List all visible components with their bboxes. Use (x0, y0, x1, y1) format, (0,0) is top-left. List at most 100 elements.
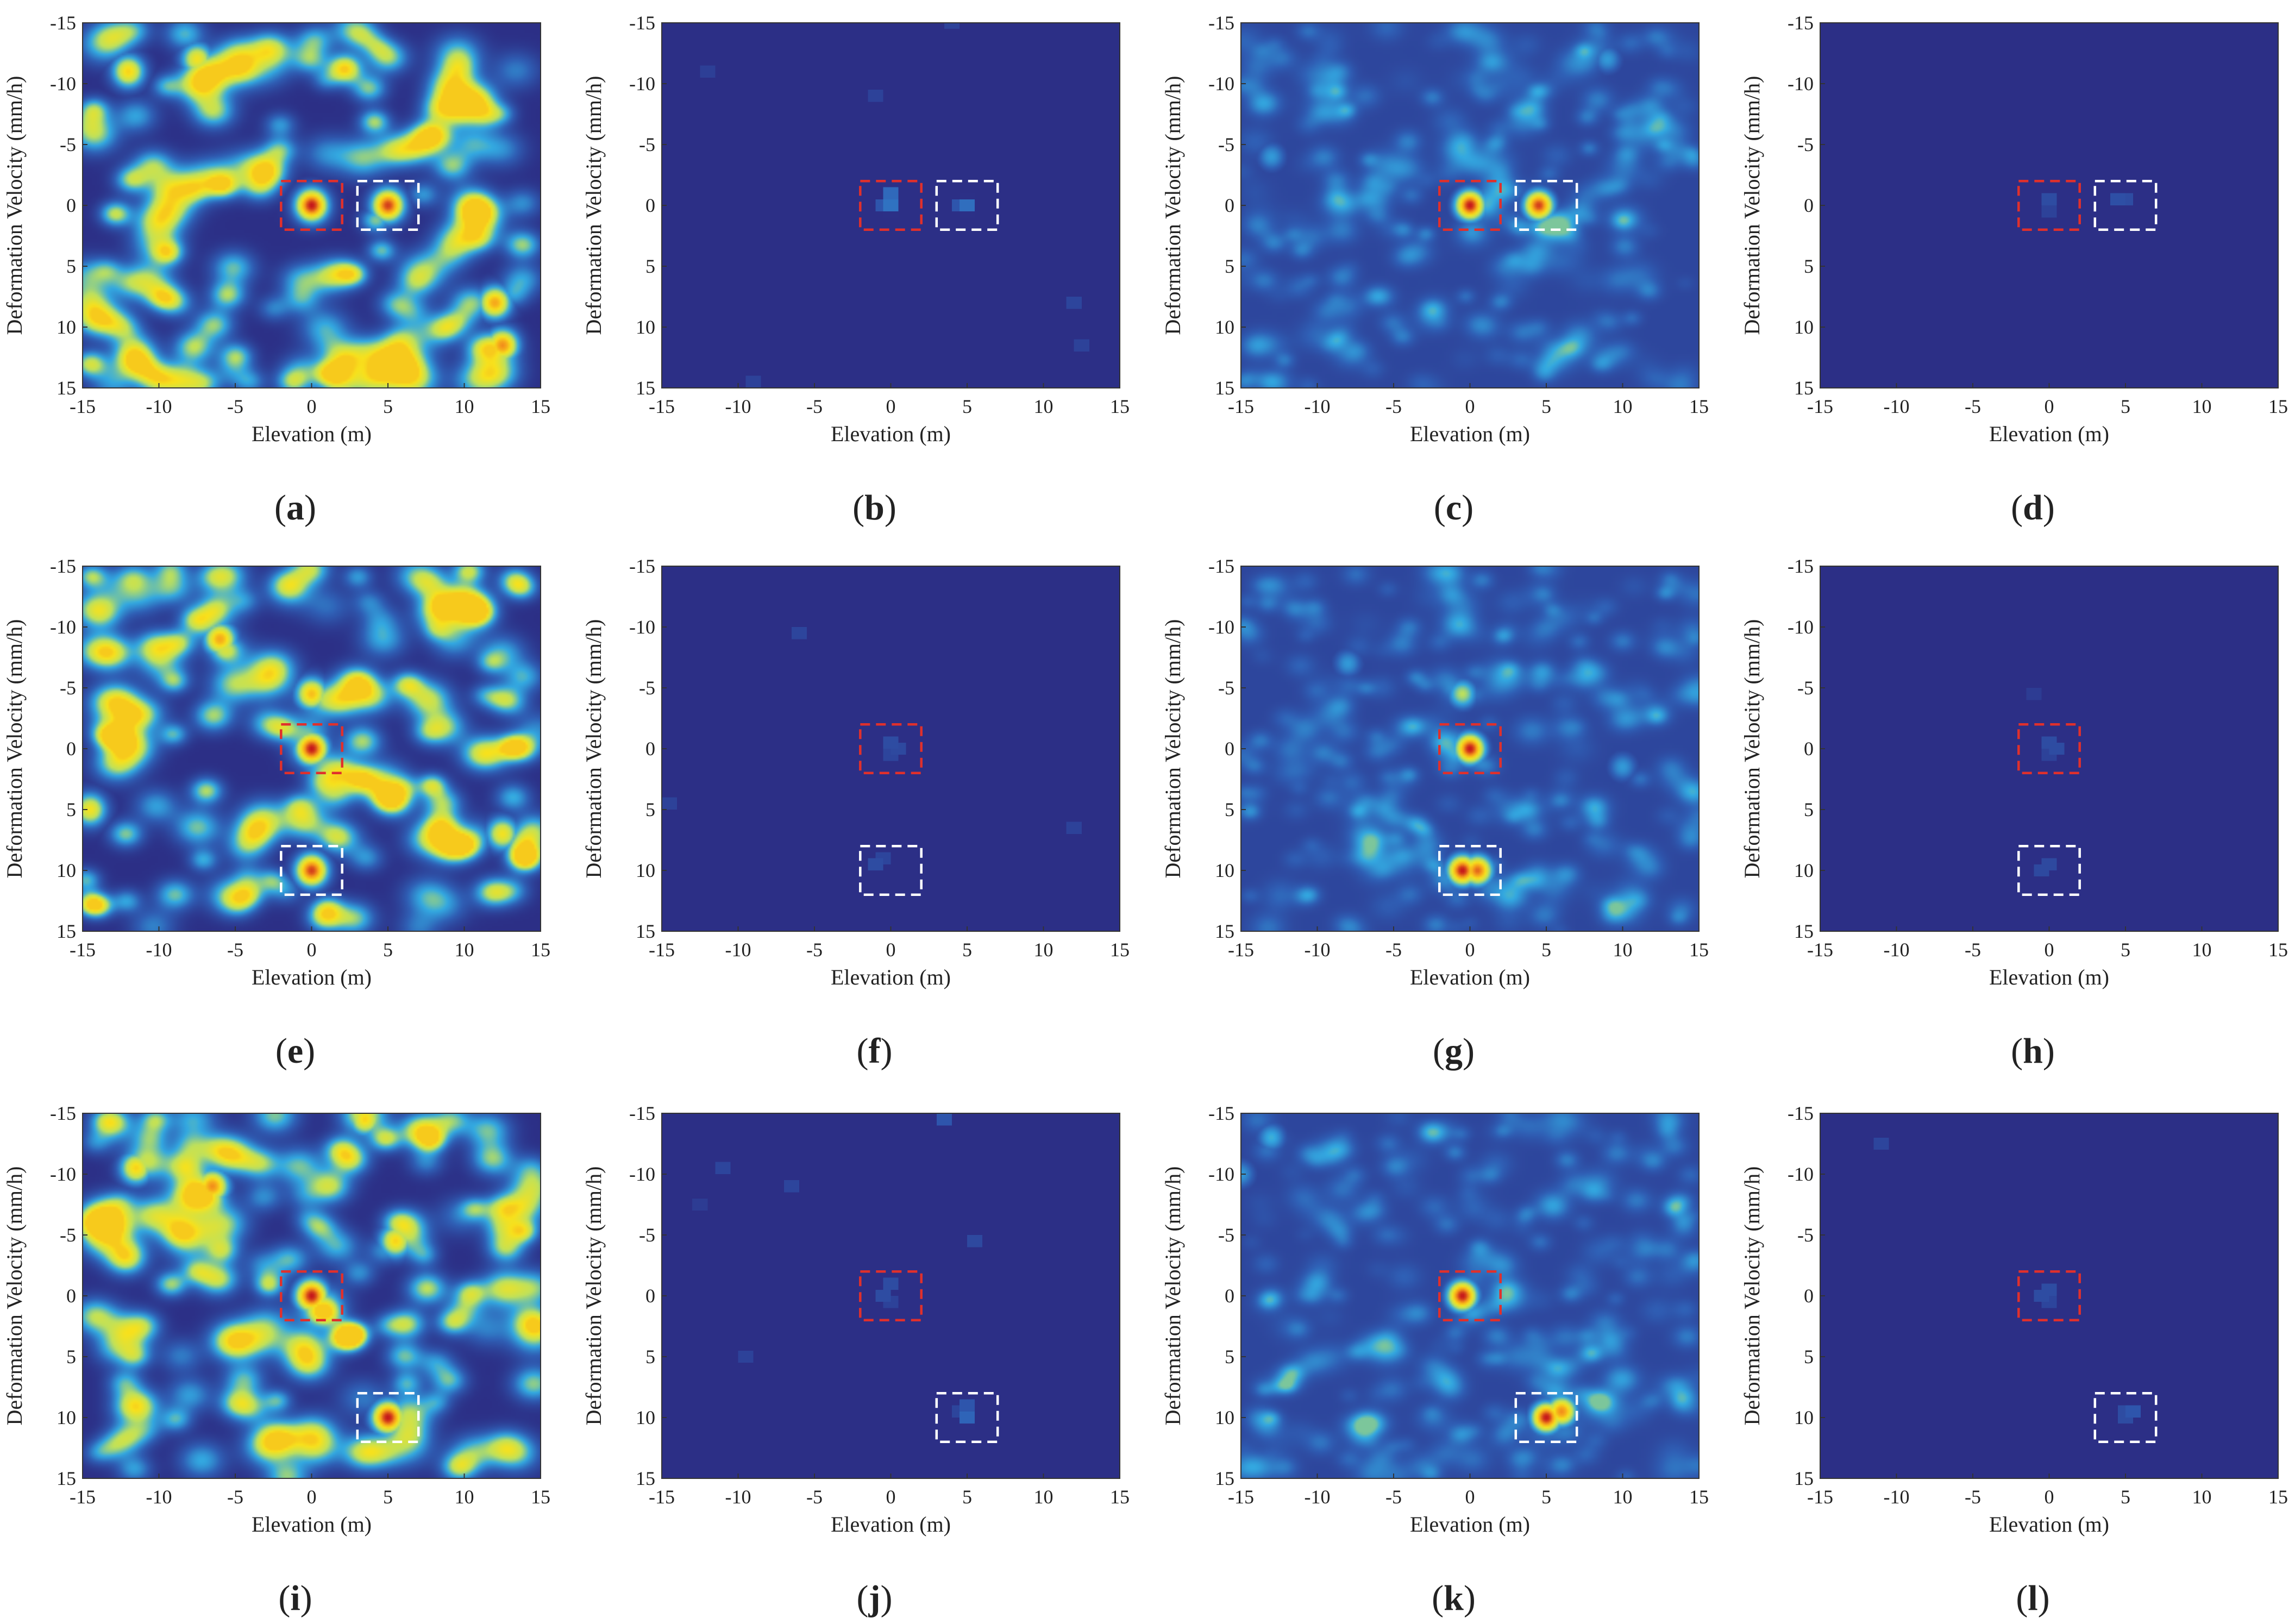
y-tick-label: 0 (645, 195, 655, 216)
heatmap-image (662, 566, 1120, 931)
x-axis-label: Elevation (m) (831, 965, 951, 989)
panel-label: (f) (857, 1031, 893, 1071)
x-tick-label: 5 (962, 1486, 972, 1508)
x-tick-label: 0 (1465, 396, 1475, 417)
x-tick-label: 10 (1034, 396, 1054, 417)
x-tick-label: -10 (146, 1486, 172, 1508)
x-tick-label: -5 (1965, 939, 1981, 961)
y-tick-label: 5 (66, 255, 76, 277)
y-tick-label: 15 (1215, 1468, 1234, 1489)
x-tick-label: 15 (1689, 1486, 1709, 1508)
panel-label: (d) (2011, 488, 2055, 528)
y-tick-label: 0 (645, 738, 655, 760)
panel-label: (l) (2016, 1578, 2049, 1618)
y-tick-label: 0 (66, 1285, 76, 1307)
x-tick-label: -15 (1228, 939, 1254, 961)
x-tick-label: -5 (806, 1486, 823, 1508)
heatmap-image (1820, 23, 2278, 388)
x-tick-label: -15 (70, 939, 96, 961)
x-tick-label: 15 (1689, 396, 1709, 417)
x-tick-label: -10 (725, 939, 751, 961)
x-tick-label: 5 (962, 939, 972, 961)
x-tick-label: -5 (1385, 939, 1402, 961)
y-tick-label: 0 (1804, 195, 1814, 216)
x-tick-label: 15 (2268, 1486, 2288, 1508)
y-tick-label: -10 (629, 616, 655, 638)
y-tick-label: 10 (1215, 860, 1234, 881)
x-tick-label: 10 (1034, 939, 1054, 961)
x-axis-label: Elevation (m) (831, 422, 951, 446)
x-tick-label: -15 (70, 396, 96, 417)
y-tick-label: -15 (629, 1102, 655, 1124)
y-tick-label: 5 (645, 255, 655, 277)
y-tick-label: 0 (645, 1285, 655, 1307)
y-tick-label: 0 (1804, 738, 1814, 760)
y-tick-label: -15 (1788, 555, 1814, 577)
y-tick-label: -5 (1797, 677, 1814, 699)
white-dashed-box (1514, 1391, 1578, 1444)
x-tick-label: 0 (2045, 939, 2054, 961)
y-axis-label: Deformation Velocity (mm/h) (2, 619, 27, 879)
x-tick-label: 10 (2192, 396, 2212, 417)
panel-label: (h) (2011, 1031, 2055, 1071)
x-tick-label: 5 (383, 1486, 393, 1508)
x-tick-label: 10 (1613, 939, 1633, 961)
y-tick-label: 15 (57, 920, 76, 942)
x-tick-label: 0 (886, 1486, 896, 1508)
x-tick-label: -5 (227, 396, 243, 417)
x-tick-label: -15 (70, 1486, 96, 1508)
y-tick-label: 0 (1225, 1285, 1234, 1307)
y-tick-label: 0 (66, 195, 76, 216)
heatmap-image (1820, 566, 2278, 931)
y-tick-label: 15 (636, 920, 655, 942)
y-tick-label: -10 (1208, 1163, 1234, 1185)
x-tick-label: 15 (1110, 396, 1130, 417)
x-tick-label: 5 (962, 396, 972, 417)
y-tick-label: 10 (1215, 316, 1234, 338)
x-tick-label: -10 (1884, 1486, 1910, 1508)
x-tick-label: 5 (1541, 939, 1551, 961)
y-tick-label: 0 (1225, 738, 1234, 760)
y-tick-label: 15 (636, 377, 655, 399)
panel-label: (i) (278, 1578, 312, 1618)
x-tick-label: 10 (1034, 1486, 1054, 1508)
y-tick-label: -5 (60, 1224, 76, 1246)
y-tick-label: -15 (1208, 555, 1234, 577)
heatmap-image (1241, 23, 1699, 388)
x-tick-label: 10 (455, 939, 474, 961)
y-tick-label: 0 (1804, 1285, 1814, 1307)
x-tick-label: 10 (1613, 396, 1633, 417)
y-tick-label: -5 (60, 134, 76, 155)
x-tick-label: -15 (649, 939, 675, 961)
white-dashed-box (935, 179, 999, 231)
x-tick-label: -10 (725, 1486, 751, 1508)
y-tick-label: -15 (1788, 12, 1814, 34)
x-tick-label: 10 (455, 396, 474, 417)
red-dashed-box (280, 179, 343, 231)
red-dashed-box (859, 179, 923, 231)
x-tick-label: 5 (2121, 396, 2130, 417)
y-tick-label: -10 (50, 1163, 76, 1185)
panel-label: (c) (1434, 488, 1473, 528)
y-tick-label: 5 (1804, 255, 1814, 277)
red-dashed-box (1438, 1270, 1502, 1322)
red-dashed-box (2017, 723, 2081, 775)
x-tick-label: -15 (1807, 396, 1833, 417)
y-tick-label: -10 (1788, 616, 1814, 638)
x-tick-label: 0 (307, 1486, 317, 1508)
y-tick-label: -15 (1208, 1102, 1234, 1124)
x-tick-label: 0 (1465, 939, 1475, 961)
red-dashed-box (1438, 723, 1502, 775)
y-tick-label: 15 (1215, 920, 1234, 942)
x-axis-label: Elevation (m) (831, 1512, 951, 1537)
y-tick-label: 5 (1804, 799, 1814, 820)
heatmap-image (1241, 1113, 1699, 1478)
y-tick-label: 10 (1794, 1407, 1814, 1428)
heatmap-image (1241, 566, 1699, 931)
